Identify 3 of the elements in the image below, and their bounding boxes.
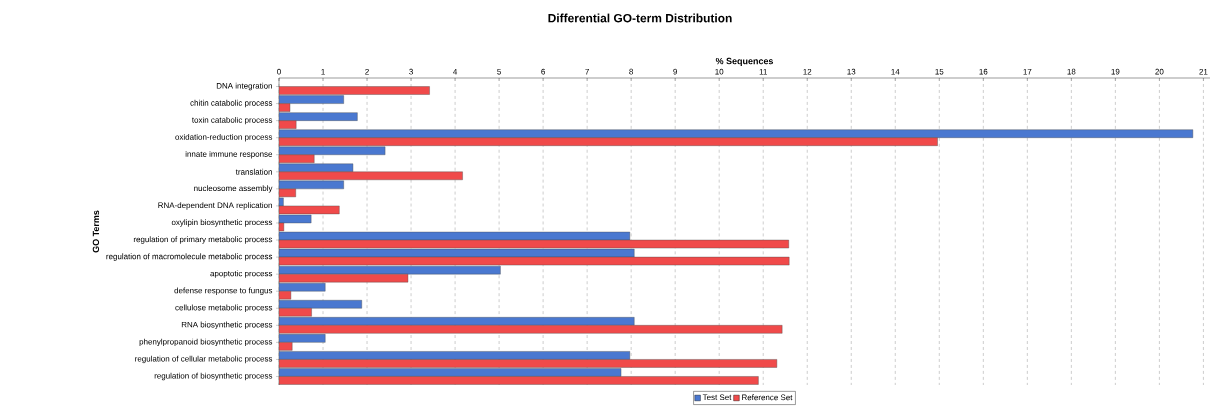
chart-title: Differential GO-term Distribution (548, 13, 732, 23)
x-axis-title: % Sequences (715, 57, 774, 66)
y-axis-title: GO Terms (92, 210, 100, 253)
